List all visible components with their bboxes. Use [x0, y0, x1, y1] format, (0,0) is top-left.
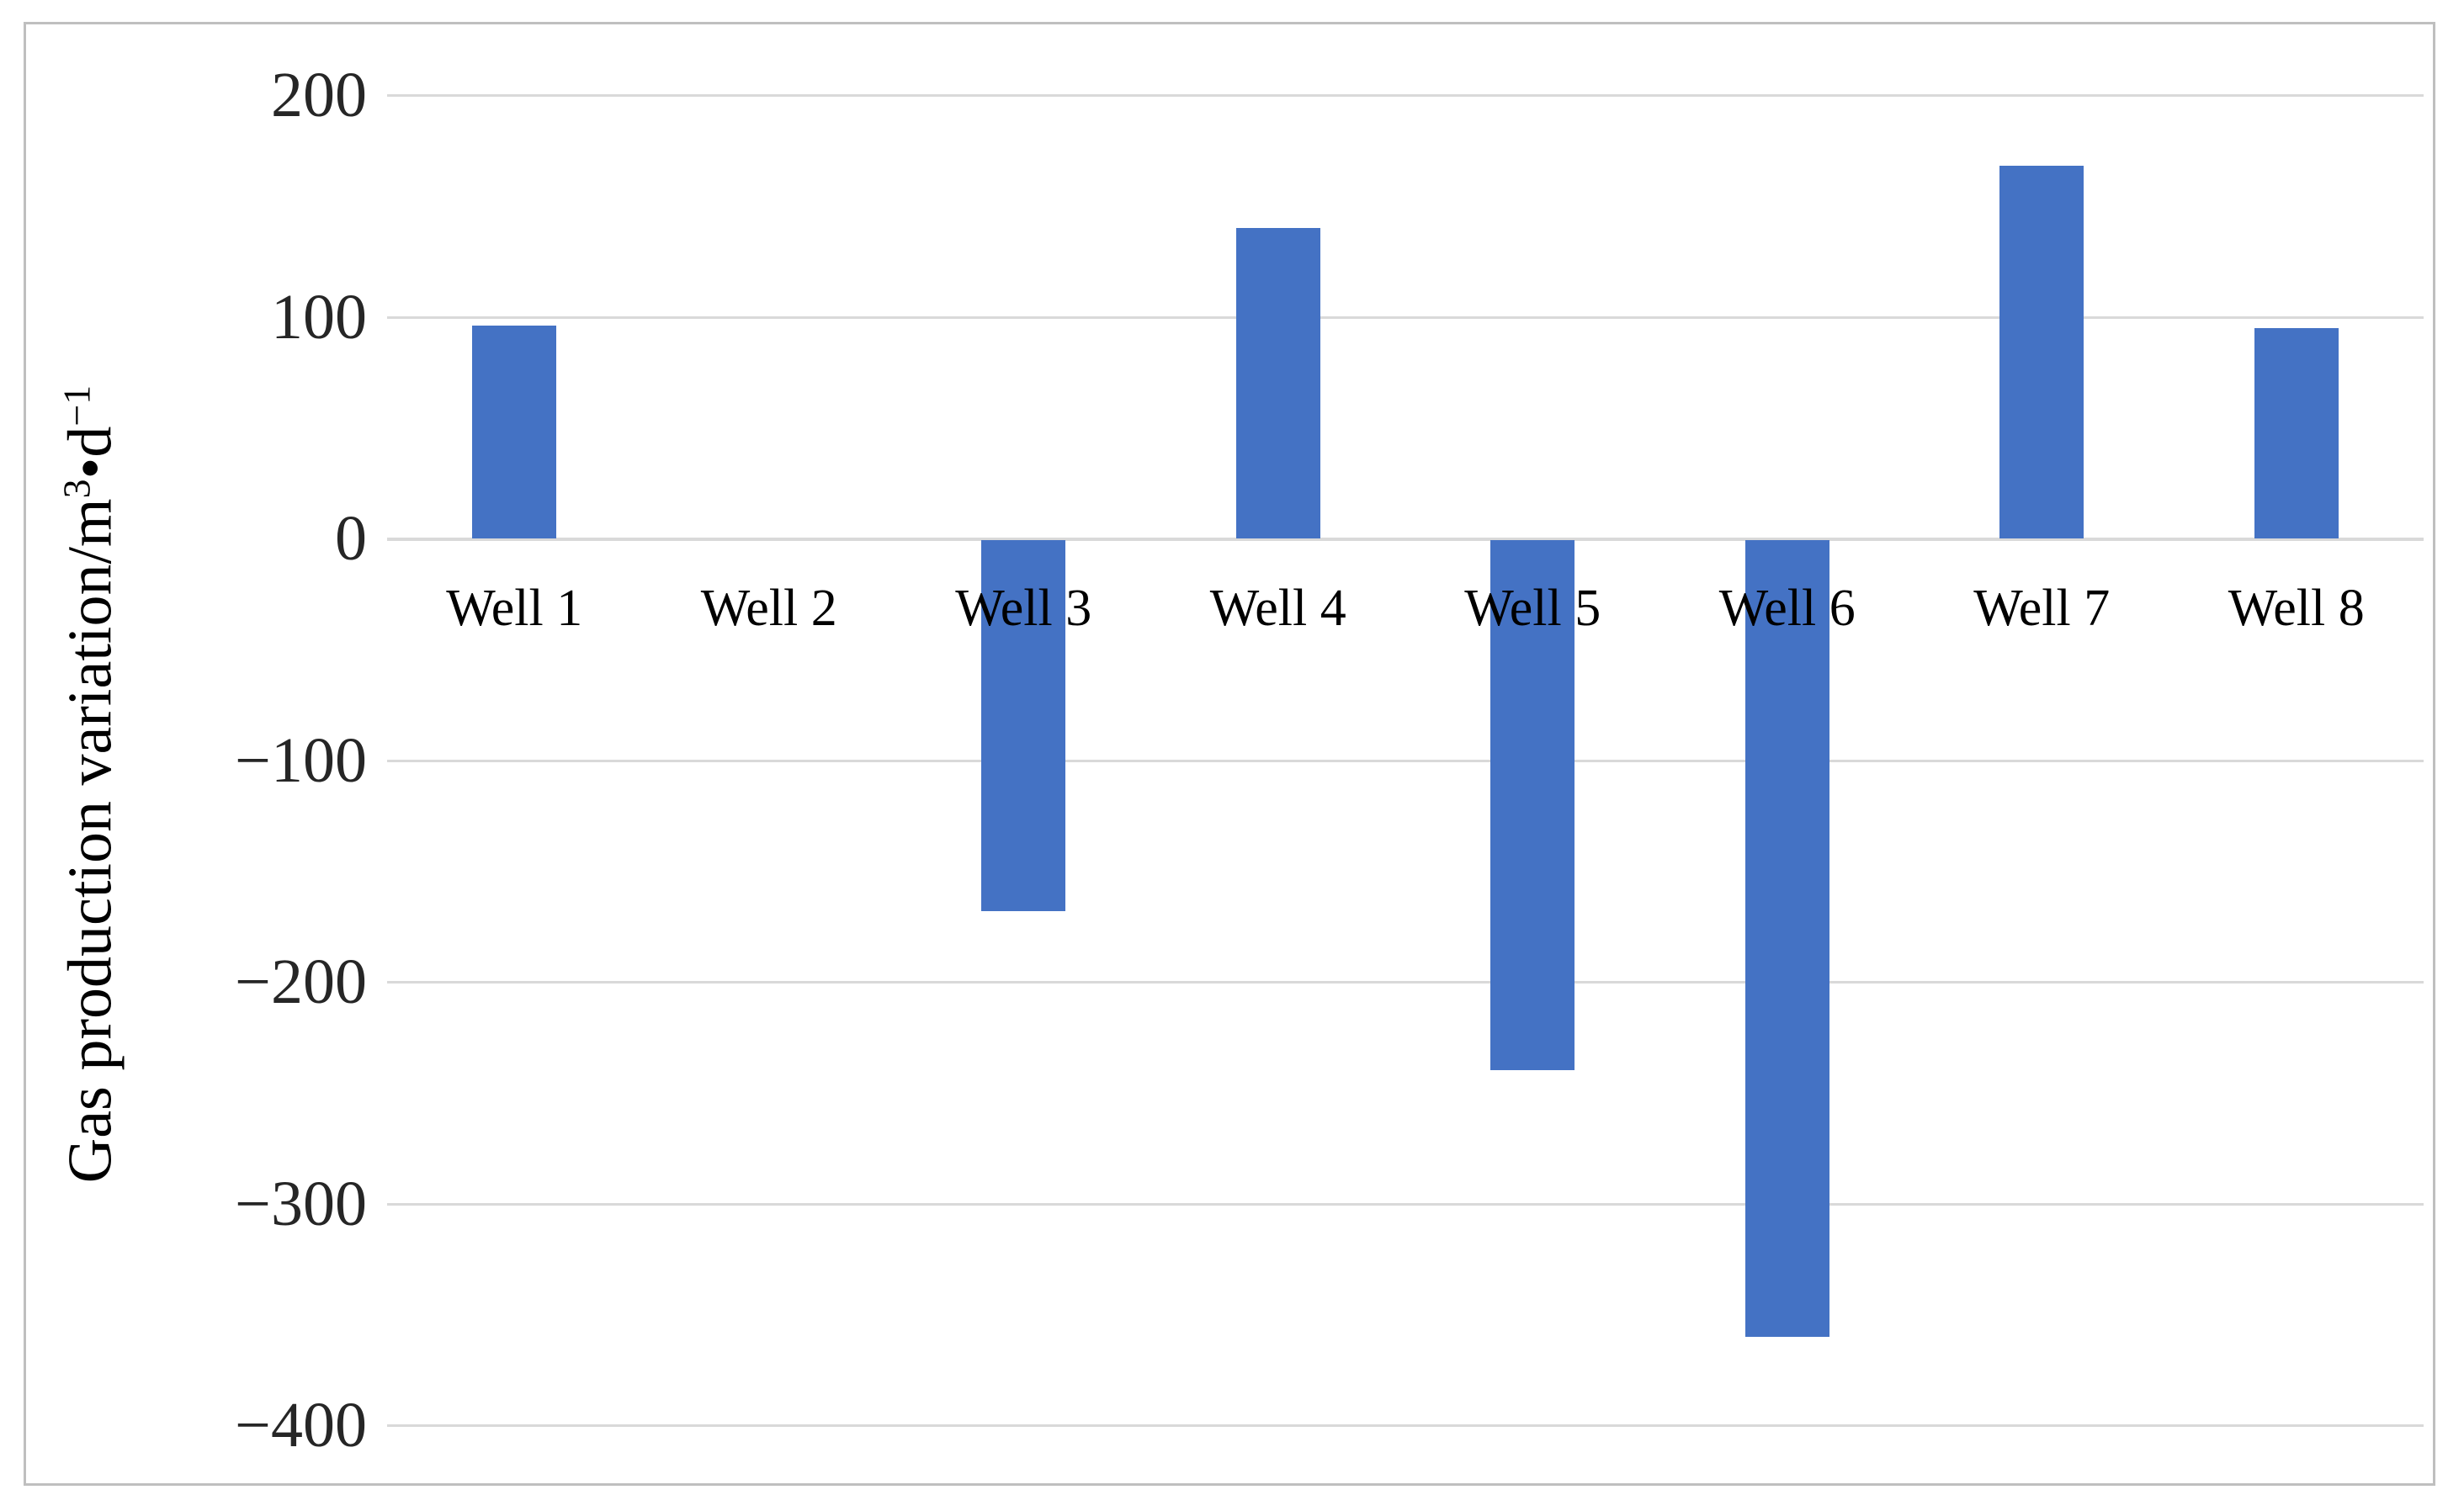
bar: [1744, 540, 1829, 1337]
bar: [1999, 166, 2084, 538]
y-tick-label: −400: [235, 1390, 367, 1461]
gridline: [387, 1202, 2424, 1206]
category-label: Well 7: [1973, 580, 2111, 637]
y-tick-label: 200: [271, 60, 367, 130]
gridline: [387, 981, 2424, 983]
category-label: Well 5: [1464, 580, 1601, 637]
gridline: [387, 94, 2424, 97]
y-axis-title-superscript-minus-1: −1: [55, 384, 98, 427]
y-axis-title: Gas production variation/m3•d−1: [55, 384, 127, 1184]
category-label: Well 4: [1209, 580, 1346, 637]
y-tick-label: −300: [235, 1168, 367, 1239]
category-label: Well 2: [700, 580, 837, 637]
y-tick-label: −100: [235, 724, 367, 796]
y-axis-title-unit-separator: •d: [56, 426, 125, 480]
category-label: Well 6: [1718, 580, 1856, 637]
y-axis-title-text: Gas production variation/m: [56, 498, 125, 1184]
category-label: Well 3: [955, 580, 1092, 637]
bar: [981, 540, 1066, 911]
category-label: Well 8: [2228, 580, 2365, 637]
y-tick-label: 100: [271, 281, 367, 353]
gridline: [387, 538, 2424, 541]
gridline: [387, 315, 2424, 319]
y-tick-label: −200: [235, 946, 367, 1017]
bar: [472, 326, 557, 538]
y-tick-label: 0: [335, 503, 367, 574]
bar: [1490, 540, 1575, 1071]
gridline: [387, 1424, 2424, 1427]
bar: [1235, 228, 1320, 538]
y-axis-title-superscript-3: 3: [55, 479, 98, 499]
gridline: [387, 759, 2424, 762]
bar: [2254, 327, 2339, 538]
category-label: Well 1: [446, 580, 583, 637]
